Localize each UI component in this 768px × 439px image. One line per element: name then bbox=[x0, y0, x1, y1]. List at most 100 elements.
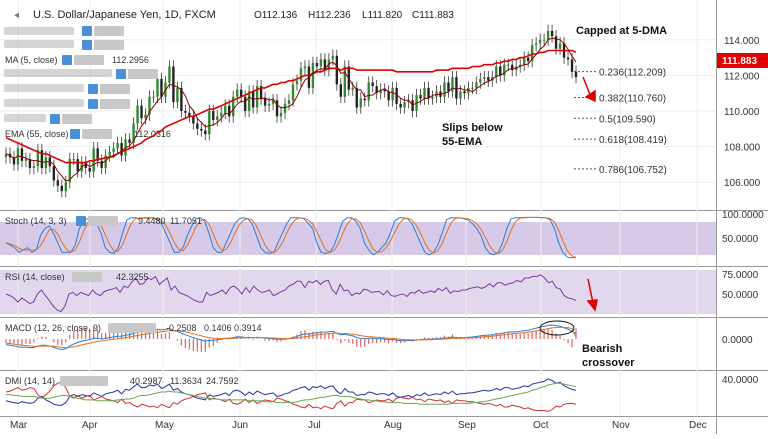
candle-body bbox=[375, 86, 378, 94]
ema55-line bbox=[5, 49, 577, 164]
candle-body bbox=[335, 55, 339, 85]
candle-body bbox=[419, 94, 422, 99]
candle-body bbox=[239, 89, 243, 97]
eye-icon[interactable] bbox=[62, 55, 72, 65]
faded-legend bbox=[4, 27, 112, 122]
x-tick-label: Apr bbox=[82, 420, 98, 431]
settings-icon[interactable] bbox=[62, 114, 92, 124]
price-tag-label: 111.883 bbox=[722, 56, 757, 67]
x-tick-label: Dec bbox=[689, 420, 707, 431]
candle-body bbox=[271, 100, 275, 104]
settings-icon[interactable] bbox=[60, 376, 108, 386]
candle-body bbox=[20, 148, 24, 161]
price-tag bbox=[717, 53, 768, 68]
price-tick-label: 108.000 bbox=[724, 143, 761, 154]
ohlc-open: O112.136 bbox=[254, 10, 298, 21]
candle-body bbox=[283, 103, 287, 113]
eye-icon[interactable] bbox=[50, 114, 60, 124]
settings-icon[interactable] bbox=[108, 323, 156, 333]
candle-body bbox=[487, 77, 490, 81]
candle-body bbox=[4, 153, 8, 158]
candle-body bbox=[467, 87, 470, 94]
candle-body bbox=[383, 89, 386, 92]
candle-body bbox=[526, 57, 530, 62]
macd-label: MACD (12, 26, close, 9) bbox=[5, 323, 101, 333]
eye-icon[interactable] bbox=[88, 84, 98, 94]
candle-body bbox=[451, 77, 454, 92]
stoch-k-value: 9.4480 bbox=[138, 216, 166, 226]
eye-icon[interactable] bbox=[70, 129, 80, 139]
eye-icon[interactable] bbox=[82, 40, 92, 50]
candle-body bbox=[287, 100, 291, 104]
candle-body bbox=[228, 105, 231, 117]
candle-body bbox=[507, 64, 510, 66]
candle-body bbox=[56, 180, 60, 186]
candle-body bbox=[495, 66, 498, 78]
arrows bbox=[582, 76, 598, 312]
settings-icon[interactable] bbox=[100, 84, 130, 94]
candle-body bbox=[132, 123, 135, 144]
fib-label: 0.618(108.419) bbox=[599, 135, 667, 146]
price-arrow-head bbox=[584, 89, 596, 103]
settings-icon[interactable] bbox=[128, 69, 158, 79]
eye-icon[interactable] bbox=[82, 26, 92, 36]
candle-body bbox=[323, 59, 327, 71]
price-tick-label: 112.000 bbox=[724, 71, 760, 82]
candle-body bbox=[538, 39, 542, 44]
candle-body bbox=[503, 64, 506, 76]
settings-icon[interactable] bbox=[94, 40, 124, 50]
settings-icon[interactable] bbox=[100, 99, 130, 109]
candle-body bbox=[558, 43, 562, 49]
annotation-capped: Capped at 5-DMA bbox=[576, 25, 667, 37]
settings-icon[interactable] bbox=[88, 216, 118, 226]
crossover-ellipse bbox=[539, 320, 575, 336]
candle-body bbox=[435, 91, 438, 97]
axes: Mar Apr May Jun Jul Aug Sep Oct Nov Dec 114.000 112… bbox=[10, 36, 764, 431]
settings-icon[interactable] bbox=[94, 26, 124, 36]
candle-body bbox=[60, 185, 63, 192]
ma5-label: MA (5, close) bbox=[5, 55, 58, 65]
candle-body bbox=[136, 105, 139, 124]
rsi-arrow-head bbox=[586, 299, 598, 312]
candle-body bbox=[566, 57, 570, 60]
ohlc-high: H112.236 bbox=[308, 10, 351, 21]
grid bbox=[0, 0, 716, 416]
candle-body bbox=[391, 87, 394, 101]
candle-body bbox=[299, 68, 303, 81]
candle-body bbox=[554, 36, 558, 49]
settings-icon[interactable] bbox=[74, 55, 104, 65]
candle-body bbox=[303, 66, 307, 69]
stoch-k-line bbox=[5, 216, 576, 259]
stoch-d-value: 11.7051 bbox=[170, 216, 202, 226]
eye-icon[interactable] bbox=[76, 216, 86, 226]
candle-body bbox=[224, 105, 227, 113]
legend-row-placeholder bbox=[4, 99, 84, 107]
dmi-plus-value: 40.2987 bbox=[130, 376, 163, 386]
settings-icon[interactable] bbox=[82, 129, 112, 139]
candle-body bbox=[463, 91, 466, 94]
candle-body bbox=[255, 86, 259, 108]
candle-body bbox=[291, 84, 295, 101]
candle-body bbox=[447, 82, 450, 92]
candle-body bbox=[267, 103, 271, 106]
candle-body bbox=[208, 111, 211, 135]
dmi-panel[interactable] bbox=[0, 371, 716, 416]
eye-icon[interactable] bbox=[88, 99, 98, 109]
candle-body bbox=[343, 66, 346, 97]
candle-body bbox=[263, 98, 267, 106]
candle-body bbox=[152, 96, 155, 98]
chart-title: U.S. Dollar/Japanese Yen, 1D, FXCM bbox=[33, 9, 216, 21]
candle-body bbox=[459, 91, 462, 99]
candle-body bbox=[100, 160, 103, 168]
ohlc-low: L111.820 bbox=[362, 10, 403, 21]
settings-icon[interactable] bbox=[72, 272, 102, 282]
rsi-band bbox=[0, 270, 716, 314]
candle-body bbox=[88, 167, 91, 172]
candle-body bbox=[574, 71, 578, 78]
candle-body bbox=[570, 59, 574, 72]
candle-body bbox=[295, 80, 299, 85]
candle-body bbox=[160, 78, 163, 97]
eye-icon[interactable] bbox=[116, 69, 126, 79]
rsi-tick-label: 50.0000 bbox=[722, 290, 759, 301]
candle-body bbox=[546, 30, 550, 40]
